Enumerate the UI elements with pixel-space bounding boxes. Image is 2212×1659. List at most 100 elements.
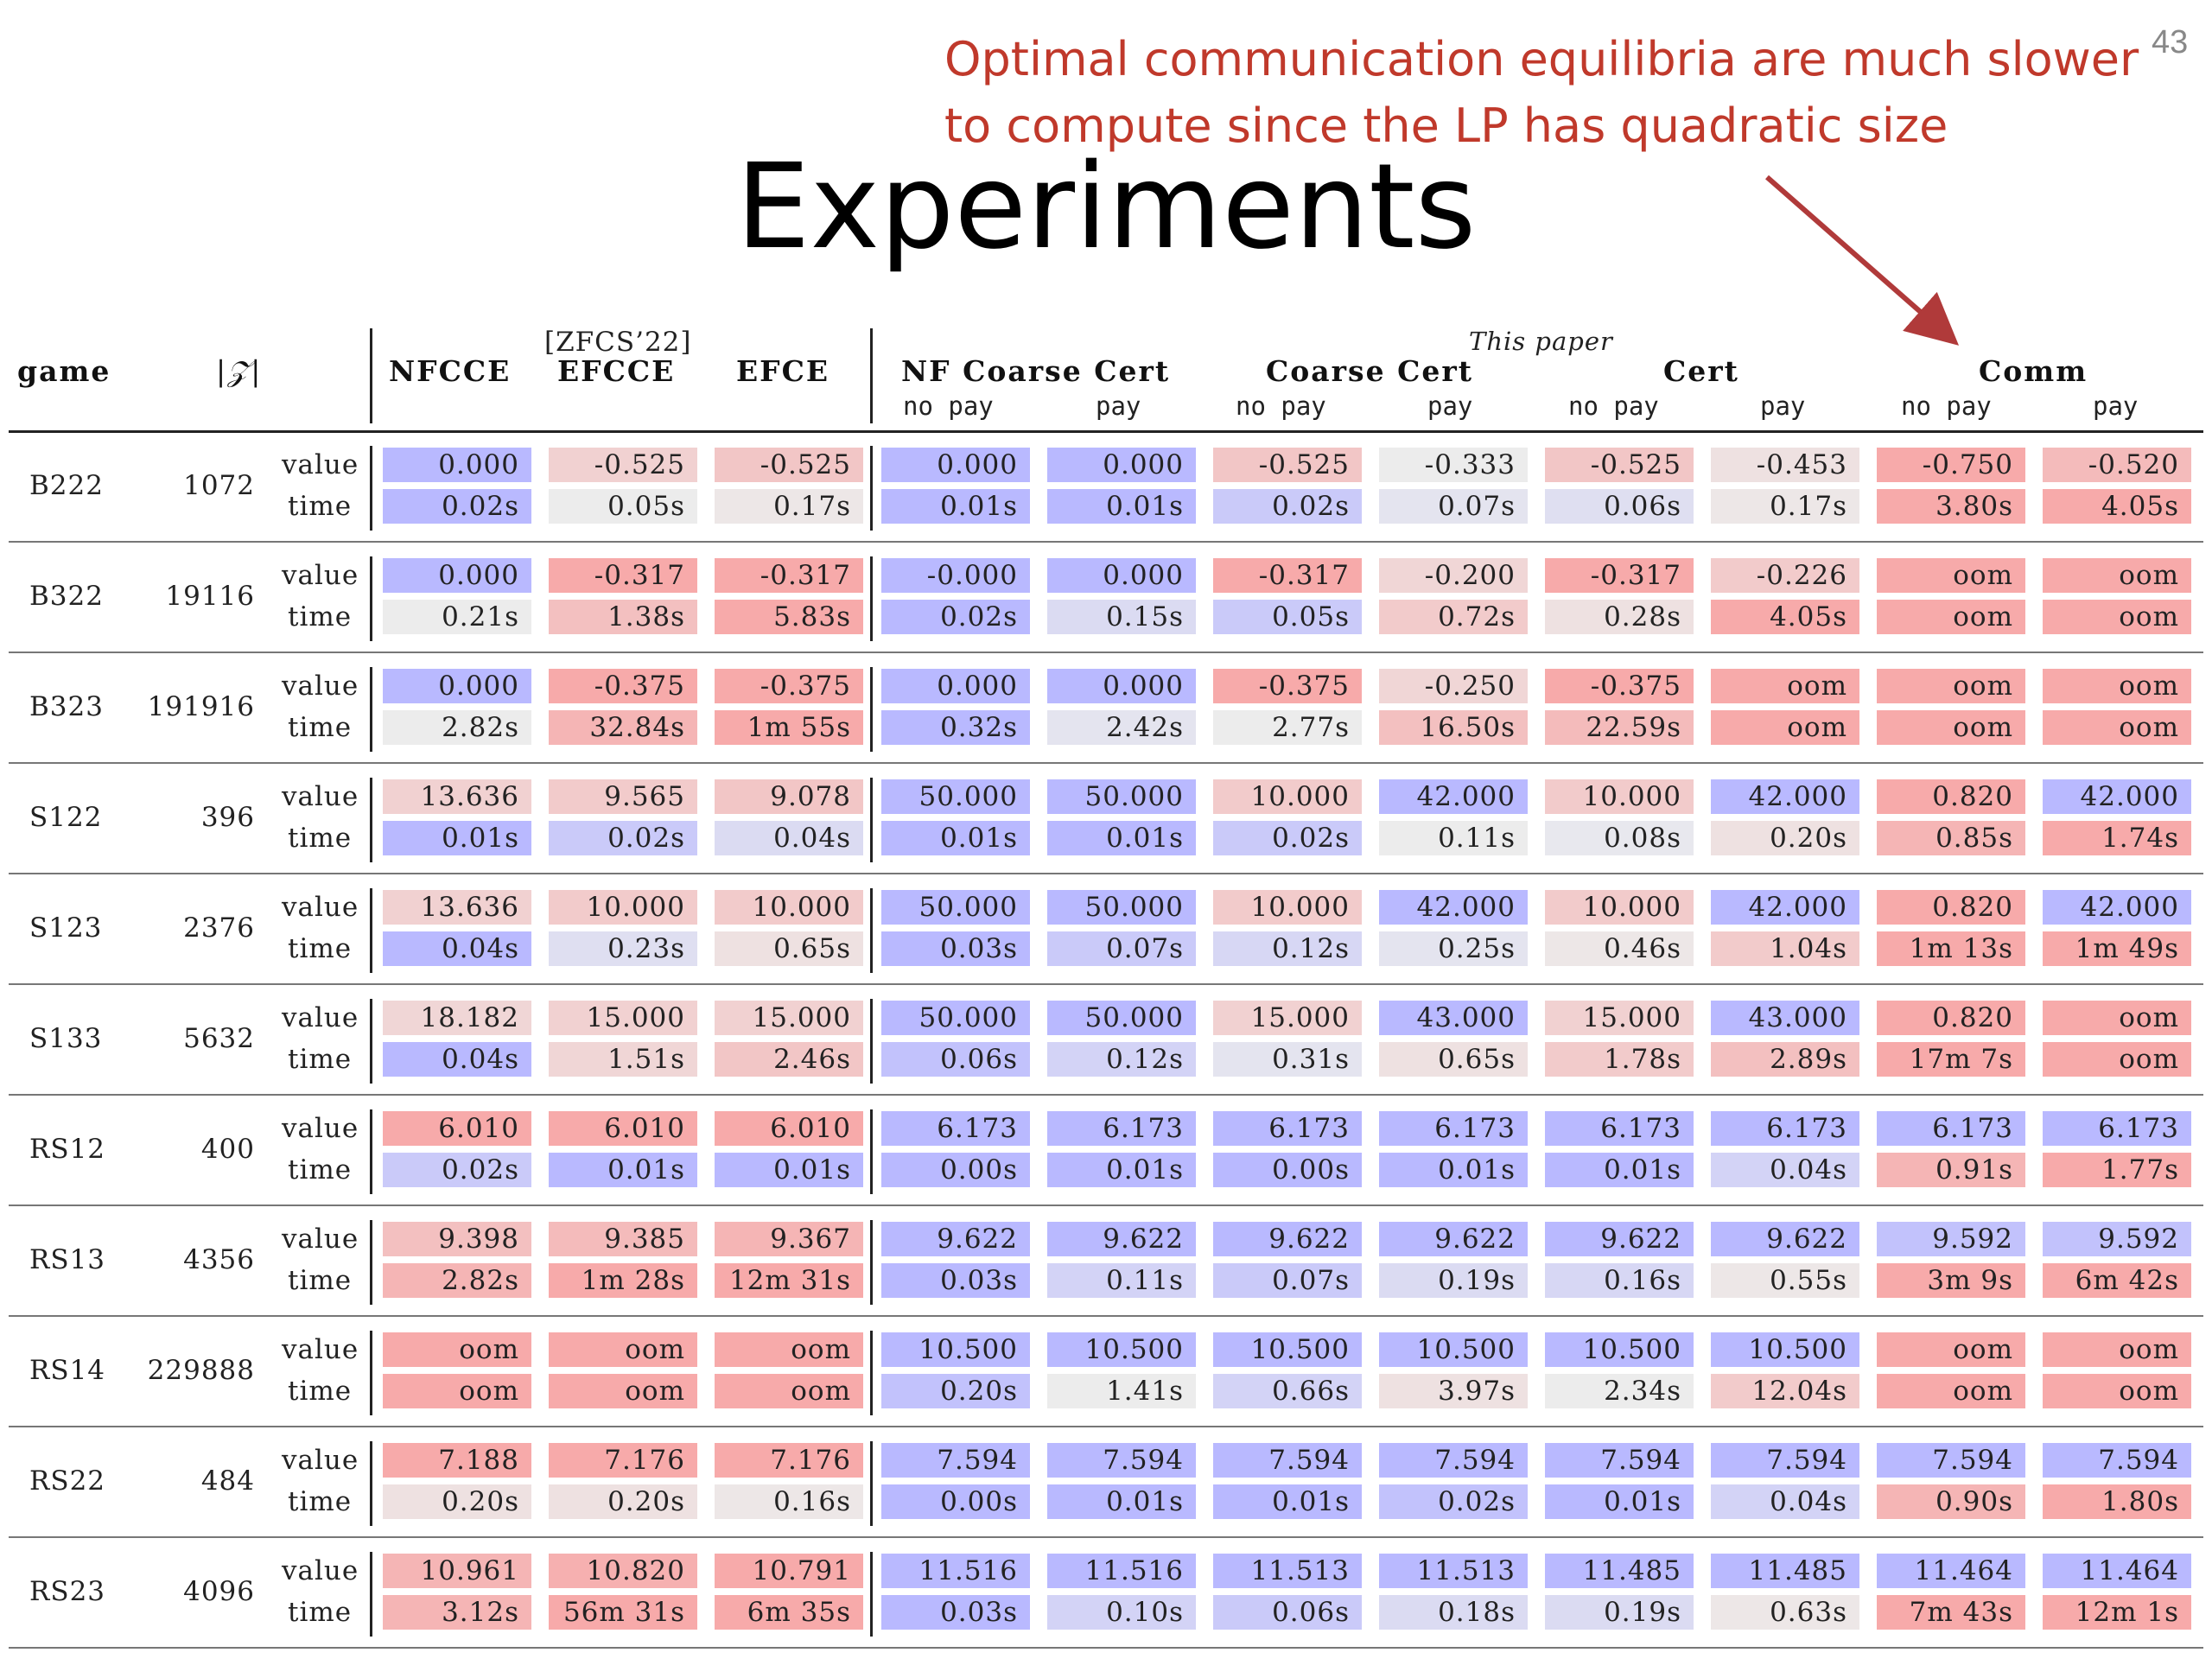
game-size: 4096 [183, 1576, 255, 1607]
time-cell: 0.02s [383, 1153, 531, 1187]
value-cell: oom [2043, 669, 2191, 703]
time-cell: 0.03s [881, 1595, 1030, 1630]
time-cell: 0.20s [881, 1374, 1030, 1408]
value-cell: -0.317 [715, 558, 863, 593]
value-cell: -0.317 [549, 558, 697, 593]
time-cell: 3.80s [1877, 489, 2025, 524]
row-label-time: time [288, 1486, 353, 1517]
time-cell: 12m 1s [2043, 1595, 2191, 1630]
row-divider-2 [870, 1109, 873, 1194]
game-size: 2376 [183, 912, 255, 944]
row-label-time: time [288, 1597, 353, 1628]
row-label-value: value [282, 781, 359, 812]
value-cell: 9.592 [1877, 1222, 2025, 1256]
value-cell: oom [1877, 558, 2025, 593]
time-cell: 0.05s [549, 489, 697, 524]
row-rule [9, 873, 2203, 874]
value-cell: oom [383, 1332, 531, 1367]
value-cell: -0.525 [715, 448, 863, 482]
slide-title: Experiments [735, 139, 1477, 276]
row-divider-2 [870, 888, 873, 973]
time-cell: 1m 55s [715, 710, 863, 745]
time-cell: 0.12s [1047, 1042, 1196, 1077]
time-cell: 0.21s [383, 600, 531, 634]
time-cell: 12m 31s [715, 1263, 863, 1298]
row-label-time: time [288, 823, 353, 854]
time-cell: 0.07s [1213, 1263, 1362, 1298]
value-cell: -0.750 [1877, 448, 2025, 482]
time-cell: 0.00s [881, 1153, 1030, 1187]
time-cell: 1.78s [1545, 1042, 1694, 1077]
game-size: 400 [200, 1134, 255, 1165]
time-cell: oom [2043, 600, 2191, 634]
row-label-value: value [282, 1445, 359, 1476]
time-cell: 0.01s [1047, 489, 1196, 524]
value-cell: 9.622 [1545, 1222, 1694, 1256]
value-cell: 43.000 [1711, 1001, 1859, 1035]
row-label-value: value [282, 671, 359, 702]
time-cell: oom [549, 1374, 697, 1408]
time-cell: 2.82s [383, 1263, 531, 1298]
header-this-paper: This paper [1469, 327, 1613, 356]
value-cell: 11.513 [1379, 1554, 1528, 1588]
value-cell: oom [549, 1332, 697, 1367]
time-cell: 1.51s [549, 1042, 697, 1077]
value-cell: 6.173 [1213, 1111, 1362, 1146]
sub-nfcc-nopay: no pay [903, 391, 994, 421]
time-cell: 0.17s [1711, 489, 1859, 524]
row-label-value: value [282, 1002, 359, 1033]
value-cell: 0.000 [383, 448, 531, 482]
time-cell: 12.04s [1711, 1374, 1859, 1408]
time-cell: 0.19s [1379, 1263, 1528, 1298]
callout-annotation: Optimal communication equilibria are muc… [944, 26, 2154, 159]
time-cell: 3.12s [383, 1595, 531, 1630]
row-rule [9, 1647, 2203, 1649]
row-label-time: time [288, 1265, 353, 1296]
row-divider-2 [870, 1552, 873, 1637]
row-divider-1 [370, 1220, 372, 1305]
value-cell: 10.500 [881, 1332, 1030, 1367]
value-cell: 11.485 [1545, 1554, 1694, 1588]
value-cell: 10.000 [1213, 779, 1362, 814]
value-cell: 0.820 [1877, 890, 2025, 925]
value-cell: 6.173 [1711, 1111, 1859, 1146]
value-cell: 9.622 [881, 1222, 1030, 1256]
row-divider-2 [870, 1441, 873, 1526]
time-cell: oom [1877, 1374, 2025, 1408]
value-cell: -0.375 [1545, 669, 1694, 703]
header-coarse-cert: Coarse Cert [1266, 354, 1473, 388]
value-cell: 7.594 [1545, 1443, 1694, 1478]
time-cell: 22.59s [1545, 710, 1694, 745]
header-nfcce: NFCCE [389, 354, 512, 388]
sub-cert-nopay: no pay [1568, 391, 1659, 421]
value-cell: 50.000 [881, 890, 1030, 925]
time-cell: 0.20s [383, 1484, 531, 1519]
row-rule [9, 762, 2203, 764]
time-cell: 0.01s [1213, 1484, 1362, 1519]
time-cell: 3m 9s [1877, 1263, 2025, 1298]
value-cell: oom [1711, 669, 1859, 703]
time-cell: oom [2043, 1374, 2191, 1408]
value-cell: 7.594 [881, 1443, 1030, 1478]
value-cell: 9.385 [549, 1222, 697, 1256]
time-cell: 0.20s [1711, 821, 1859, 855]
game-size: 396 [200, 802, 255, 833]
row-divider-2 [870, 556, 873, 641]
time-cell: 0.72s [1379, 600, 1528, 634]
value-cell: 6.173 [881, 1111, 1030, 1146]
game-name: RS12 [29, 1134, 106, 1165]
time-cell: 0.63s [1711, 1595, 1859, 1630]
value-cell: 0.000 [881, 448, 1030, 482]
time-cell: 0.01s [715, 1153, 863, 1187]
time-cell: 1m 28s [549, 1263, 697, 1298]
game-size: 229888 [147, 1355, 255, 1386]
value-cell: -0.375 [715, 669, 863, 703]
header-nf-coarse-cert: NF Coarse Cert [901, 354, 1171, 388]
value-cell: 0.000 [383, 669, 531, 703]
value-cell: oom [2043, 1001, 2191, 1035]
value-cell: 6.173 [2043, 1111, 2191, 1146]
time-cell: 0.01s [1545, 1153, 1694, 1187]
time-cell: 0.23s [549, 931, 697, 966]
value-cell: 0.000 [1047, 448, 1196, 482]
time-cell: 0.06s [1545, 489, 1694, 524]
